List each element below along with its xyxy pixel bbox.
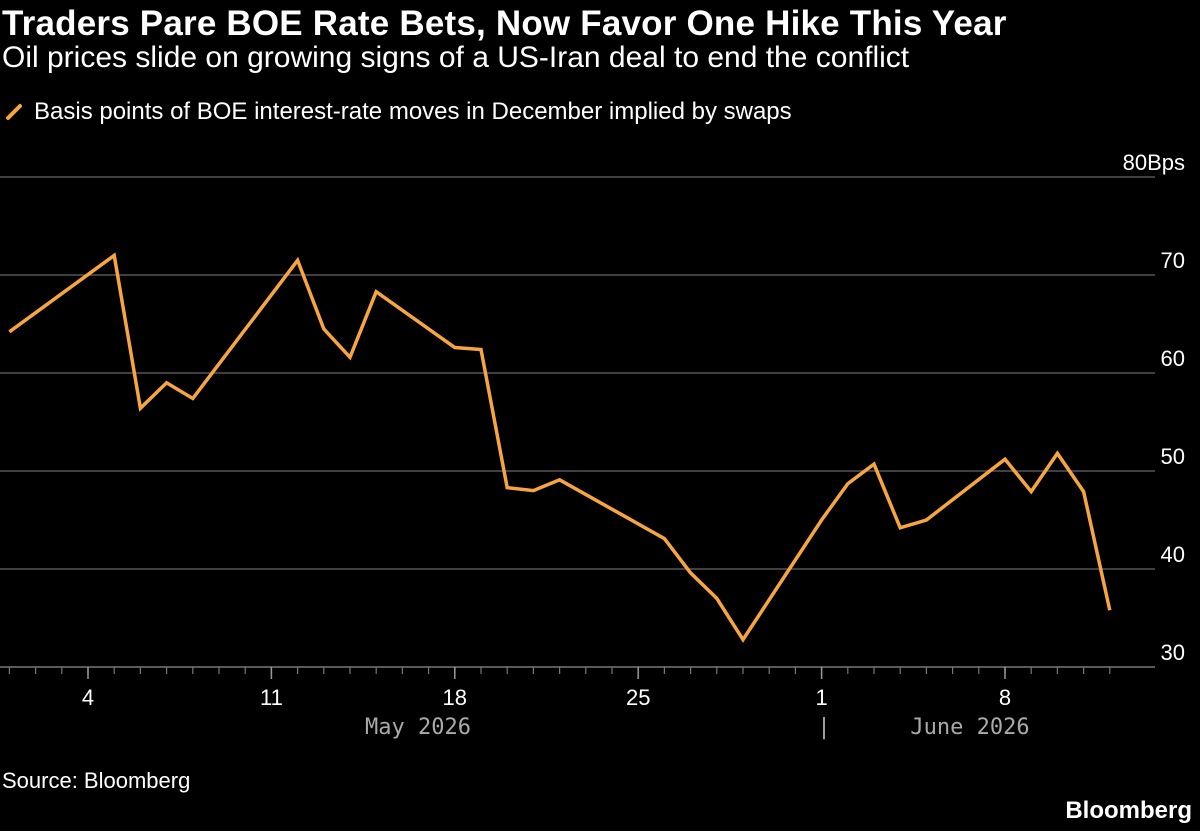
legend-label: Basis points of BOE interest-rate moves … xyxy=(34,98,792,125)
month-label: | xyxy=(817,715,830,740)
series-line xyxy=(8,252,1112,643)
legend: Basis points of BOE interest-rate moves … xyxy=(4,98,792,126)
month-label: June 2026 xyxy=(910,715,1029,740)
y-tick-label: 60 xyxy=(1161,346,1185,371)
x-tick-label: 11 xyxy=(260,685,283,710)
x-tick-label: 1 xyxy=(815,685,827,710)
legend-swatch xyxy=(6,104,22,120)
x-tick-label: 8 xyxy=(999,685,1011,710)
y-tick-label: 70 xyxy=(1161,248,1185,273)
y-tick-label: 80Bps xyxy=(1123,150,1185,175)
chart-subtitle: Oil prices slide on growing signs of a U… xyxy=(2,41,910,74)
x-tick-label: 18 xyxy=(443,685,467,710)
y-tick-label: 30 xyxy=(1161,640,1185,665)
source-note: Source: Bloomberg xyxy=(2,768,191,793)
x-tick-label: 4 xyxy=(82,685,94,710)
month-label: May 2026 xyxy=(365,715,471,740)
x-tick-label: 25 xyxy=(626,685,650,710)
y-tick-label: 40 xyxy=(1161,542,1185,567)
y-tick-label: 50 xyxy=(1161,444,1185,469)
brand-logo: Bloomberg xyxy=(1065,797,1192,824)
chart-title: Traders Pare BOE Rate Bets, Now Favor On… xyxy=(2,4,1007,43)
